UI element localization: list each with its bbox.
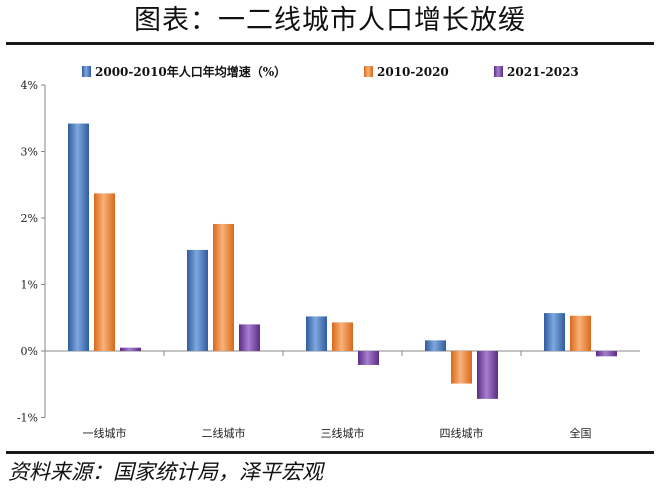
x-tick-label: 三线城市 xyxy=(321,426,365,440)
legend-label: 2010-2020 xyxy=(377,65,449,79)
y-tick-label: 3% xyxy=(21,146,38,159)
bar xyxy=(544,313,565,351)
source-note: 资料来源：国家统计局，泽平宏观 xyxy=(8,460,323,484)
bar xyxy=(332,322,353,351)
bars xyxy=(68,123,617,399)
bar xyxy=(451,351,472,384)
y-tick-label: 1% xyxy=(21,279,38,292)
source-rule xyxy=(6,451,654,454)
legend-label: 2000-2010年人口年均增速（%） xyxy=(95,64,286,79)
y-tick-label: 2% xyxy=(21,212,38,225)
bar xyxy=(477,351,498,399)
y-tick-label: 0% xyxy=(21,345,38,358)
x-tick-label: 四线城市 xyxy=(440,426,484,440)
y-tick-label: 4% xyxy=(21,79,38,92)
bar-chart: 2000-2010年人口年均增速（%） 2010-2020 2021-2023 -1… xyxy=(17,64,640,440)
bar xyxy=(596,351,617,357)
bar xyxy=(213,223,234,351)
bar xyxy=(425,340,446,351)
bar xyxy=(306,316,327,351)
bar xyxy=(187,249,208,351)
chart-title: 图表：一二线城市人口增长放缓 xyxy=(134,5,526,36)
title-rule xyxy=(6,42,654,45)
legend-label: 2021-2023 xyxy=(507,65,579,79)
bar xyxy=(120,347,141,351)
axes: -1% 0% 1% 2% 3% 4% 一线城市 二线城市 三线城市 四线城市 全国 xyxy=(17,79,640,440)
legend-swatch xyxy=(364,66,373,77)
y-tick-label: -1% xyxy=(17,412,38,425)
bar xyxy=(239,324,260,351)
x-tick-label: 一线城市 xyxy=(83,426,127,440)
legend-swatch xyxy=(82,66,91,77)
x-tick-label: 全国 xyxy=(570,426,592,440)
bar xyxy=(68,123,89,351)
bar xyxy=(94,193,115,351)
legend-swatch xyxy=(494,66,503,77)
x-tick-label: 二线城市 xyxy=(202,426,246,440)
legend: 2000-2010年人口年均增速（%） 2010-2020 2021-2023 xyxy=(82,64,579,79)
bar xyxy=(570,315,591,351)
bar xyxy=(358,351,379,365)
